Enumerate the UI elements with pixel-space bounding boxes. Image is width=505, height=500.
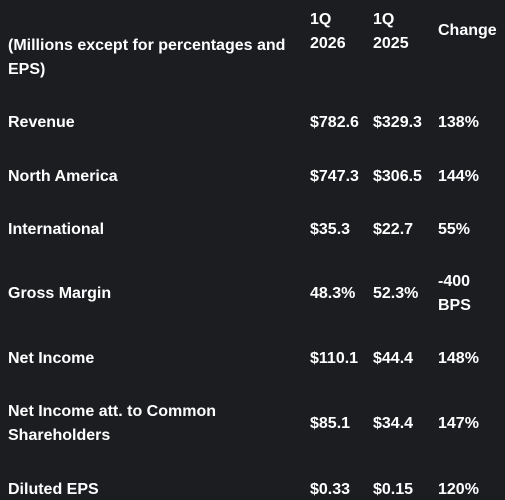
value-cell: 147% xyxy=(438,415,479,432)
row-label: International xyxy=(8,220,105,238)
value-cell: $0.33 xyxy=(310,481,351,498)
value-cell: -400 BPS xyxy=(438,273,471,314)
value-cell: $44.4 xyxy=(373,350,414,367)
value-cell: $306.5 xyxy=(373,167,422,185)
table-row: Diluted EPS $0.33 $0.15 120% xyxy=(0,462,505,500)
value-cell: 120% xyxy=(438,481,479,498)
table-row: Net Income att. to Common Shareholders $8… xyxy=(0,386,505,462)
value-cell: 55% xyxy=(438,220,471,238)
row-label: North America xyxy=(8,167,118,185)
header-cell: 1Q 2026 xyxy=(310,11,346,52)
value-cell: $0.15 xyxy=(373,481,414,498)
value-cell: $329.3 xyxy=(373,114,422,131)
row-label: Net Income xyxy=(8,350,95,367)
table-row: International $35.3 $22.7 55% xyxy=(0,203,505,256)
value-cell: 148% xyxy=(438,350,479,367)
header-cell: (Millions except for percentages and EPS… xyxy=(8,37,286,78)
row-label: Gross Margin xyxy=(8,285,112,302)
row-label: Net Income att. to Common Shareholders xyxy=(8,403,217,444)
table-row: North America $747.3 $306.5 144% xyxy=(0,150,505,203)
value-cell: $85.1 xyxy=(310,415,351,432)
row-label: Revenue xyxy=(8,114,75,131)
row-label: Diluted EPS xyxy=(8,481,99,498)
value-cell: $35.3 xyxy=(310,220,351,238)
value-cell: 52.3% xyxy=(373,285,419,302)
table-row: Revenue $782.6 $329.3 138% xyxy=(0,96,505,150)
header-cell: Change xyxy=(438,22,497,39)
value-cell: 138% xyxy=(438,114,479,131)
value-cell: $110.1 xyxy=(310,350,359,367)
table-row: Net Income $110.1 $44.4 148% xyxy=(0,332,505,386)
value-cell: 48.3% xyxy=(310,285,356,302)
value-cell: $22.7 xyxy=(373,220,414,238)
header-row: (Millions except for percentages and EPS… xyxy=(0,0,505,90)
value-cell: 144% xyxy=(438,167,479,185)
header-cell: 1Q 2025 xyxy=(373,11,409,52)
value-cell: $782.6 xyxy=(310,114,359,131)
value-cell: $34.4 xyxy=(373,415,414,432)
value-cell: $747.3 xyxy=(310,167,359,185)
table-row: Gross Margin 48.3% 52.3% -400 BPS xyxy=(0,256,505,332)
